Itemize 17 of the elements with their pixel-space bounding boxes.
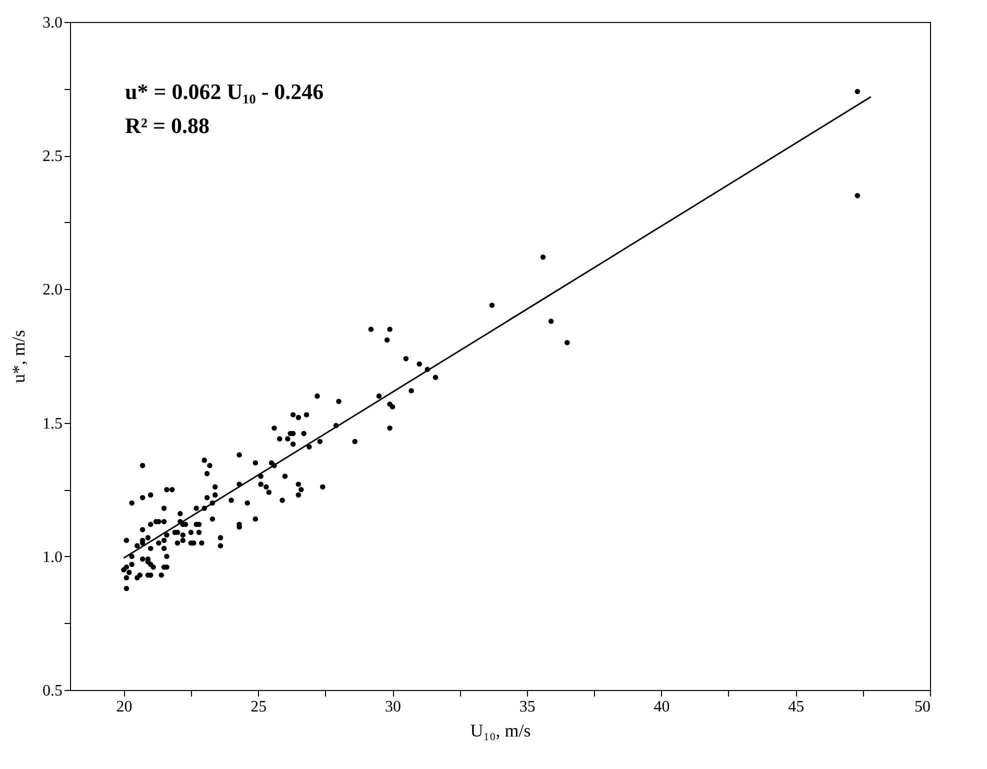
- annotation: R² = 0.88: [125, 113, 210, 138]
- x-axis-title: U₁₀, m/s: [470, 720, 531, 740]
- x-tick-label: 35: [519, 698, 536, 716]
- x-tick-label: 45: [788, 698, 804, 716]
- x-tick-label: 20: [116, 698, 132, 716]
- x-tick-label: 40: [654, 698, 670, 716]
- y-tick-label: 3.0: [42, 14, 62, 32]
- x-tick-label: 30: [385, 698, 401, 716]
- y-tick-label: 1.5: [42, 415, 62, 432]
- y-axis-title: u*, m/s: [8, 330, 28, 384]
- annotation: u* = 0.062 U₁₀ - 0.246: [125, 79, 324, 104]
- x-tick-label: 50: [914, 698, 930, 716]
- y-tick-label: 0.5: [42, 682, 62, 700]
- y-tick-label: 2.0: [42, 282, 62, 299]
- x-tick-label: 25: [250, 698, 267, 716]
- y-tick-label: 2.5: [42, 148, 62, 166]
- y-tick-label: 1.0: [42, 548, 62, 566]
